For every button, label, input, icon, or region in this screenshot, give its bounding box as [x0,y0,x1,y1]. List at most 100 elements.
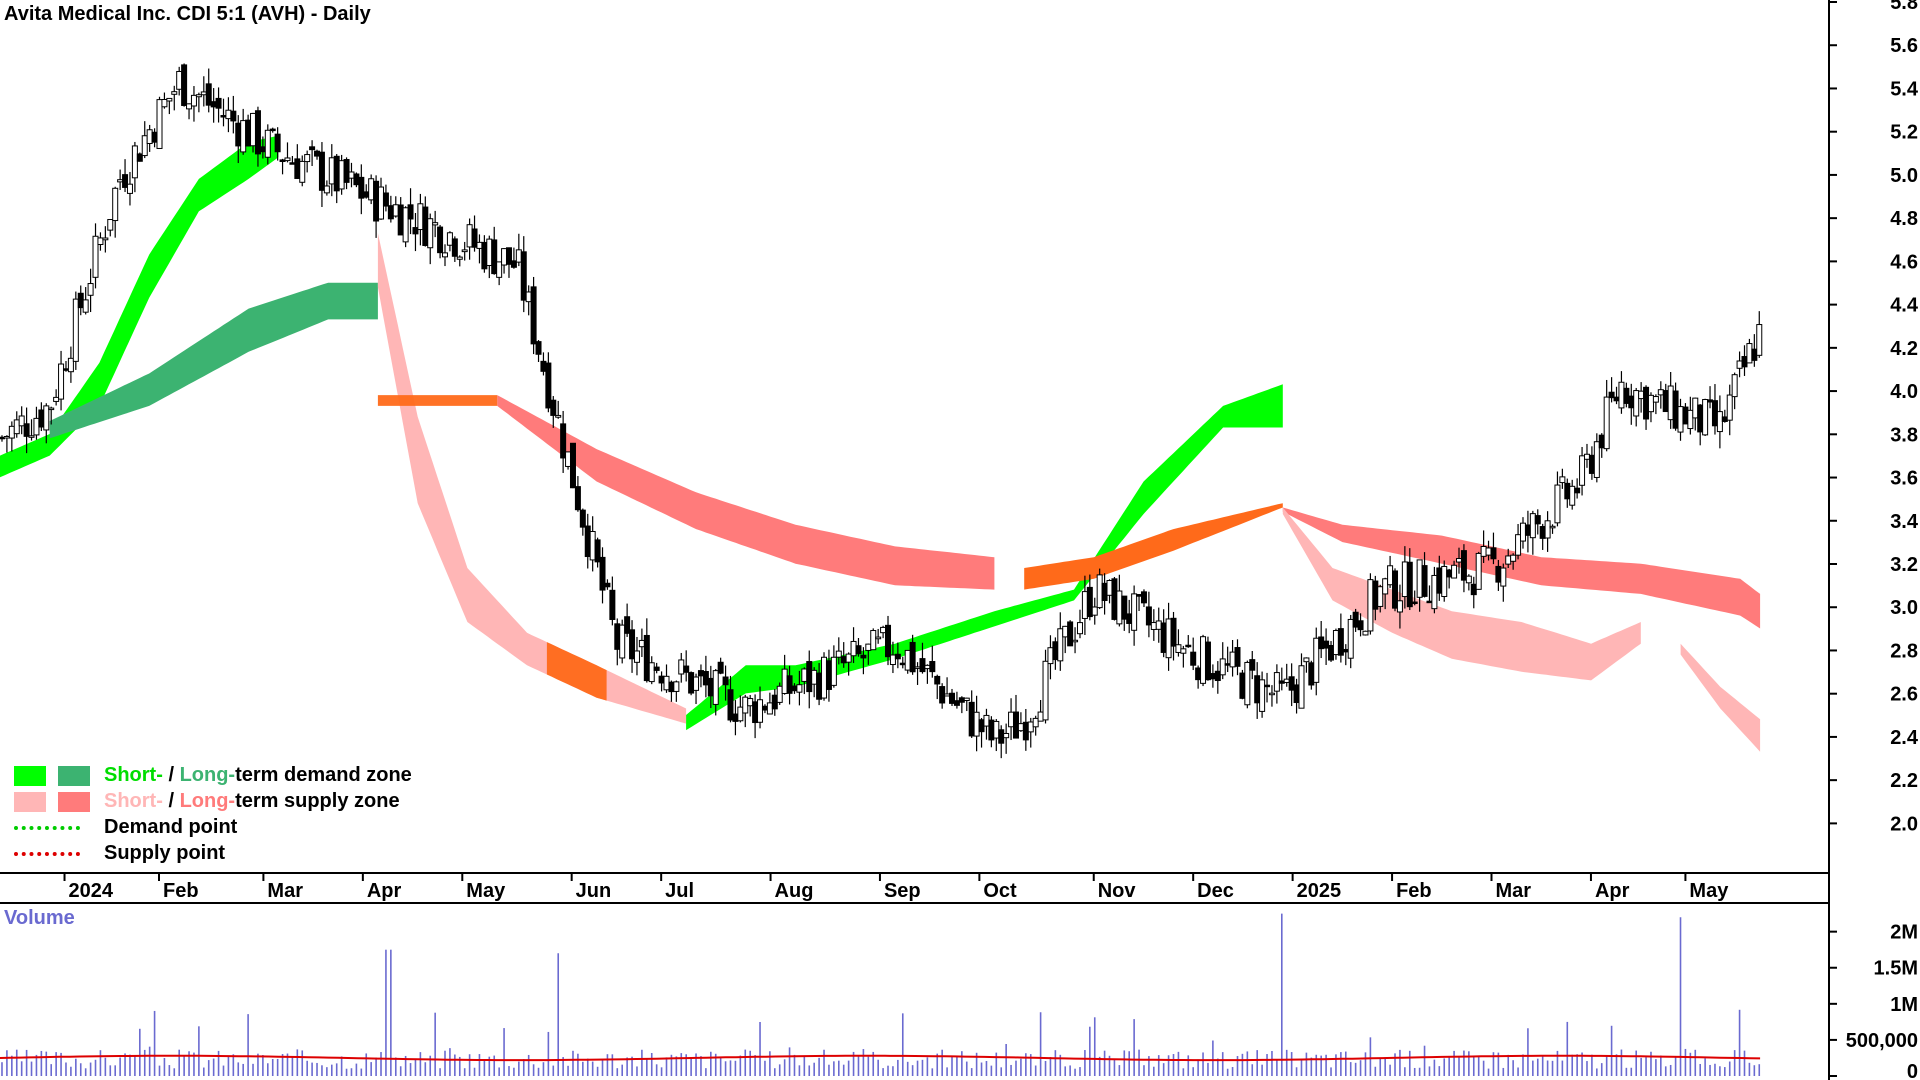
candle-body [855,645,862,655]
long-supply-swatch [58,792,90,812]
supply-point-swatch [14,852,80,856]
candle-body [1731,374,1738,398]
candle-body [1456,558,1463,563]
candle-body [451,238,458,257]
candle-body [1268,692,1275,696]
candle-body [496,261,503,278]
candle-body [835,650,842,658]
candle-body [8,425,15,439]
candle-body [520,251,527,301]
candle-body [1470,583,1477,596]
candle-body [1682,406,1689,425]
candle-body [1042,660,1049,721]
candle-body [934,675,941,685]
candle-body [727,689,734,721]
candle-body [97,237,104,246]
candle-body [1012,711,1019,739]
candle-body [186,103,193,110]
candle-body [1229,651,1236,668]
candle-body [579,509,586,528]
candle-body [402,207,409,243]
candles-layer [0,63,1763,759]
candle-body [48,407,55,411]
candle-body [1234,647,1241,667]
candle-body [776,685,783,703]
candle-body [816,672,823,700]
candle-body [1342,648,1349,653]
transition-zone [377,395,498,406]
candle-body [688,672,695,694]
candle-body [23,423,30,437]
candle-body [899,662,906,666]
candle-body [1539,526,1546,539]
candle-body [1067,621,1074,647]
candle-body [151,131,158,143]
candle-body [1716,411,1723,433]
candle-body [584,525,591,558]
candle-body [378,186,385,220]
candle-body [87,283,94,296]
candle-body [619,624,626,659]
candle-body [614,623,621,650]
price-tick-label: 2.0 [1890,813,1918,835]
candle-body [643,634,650,682]
candle-body [963,697,970,702]
time-tick-label: Apr [1595,880,1630,902]
price-tick-label: 5.0 [1890,165,1918,187]
candle-body [1121,595,1128,620]
candle-body [530,286,537,345]
candle-body [983,714,990,727]
candle-body [437,226,444,254]
candle-body [176,70,183,90]
candle-body [1372,580,1379,610]
candle-body [791,685,798,692]
candle-body [1283,678,1290,683]
candle-body [33,417,40,436]
candle-body [702,671,709,686]
candle-body [373,180,380,222]
candle-body [82,299,89,313]
candle-body [289,162,296,165]
transition-zone [546,642,607,701]
candle-body [1726,394,1733,421]
candle-body [1495,565,1502,583]
candle-body [442,252,448,258]
candle-body [1313,637,1320,683]
short-demand-zone [0,135,279,478]
candle-body [929,661,936,673]
candle-body [1519,522,1526,542]
candle-body [156,99,163,149]
candle-body [604,582,611,588]
candle-body [894,653,901,660]
candle-body [1485,547,1492,556]
candle-body [190,94,197,107]
candle-body [136,153,143,162]
legend-long-word: Long- [179,764,236,786]
candle-body [840,656,847,664]
candle-body [569,442,576,489]
candle-body [1298,665,1305,709]
candle-body [1638,390,1645,400]
candle-body [663,675,670,691]
long-supply-zone [1282,507,1761,629]
candle-body [333,155,340,192]
time-axis: 2024 Feb Mar Apr May Jun Jul Aug Sep Oct Nov Dec 202… [63,873,1729,902]
candle-body [1746,343,1753,364]
candle-body [1500,567,1507,587]
candle-body [1647,394,1654,413]
candle-body [870,630,877,651]
candle-body [865,643,872,651]
candle-body [353,173,360,186]
candle-body [825,660,832,690]
candle-body [1126,613,1133,624]
candle-body [1303,657,1310,663]
candle-body [515,249,522,263]
candle-body [1446,569,1453,578]
candle-body [1195,667,1202,681]
time-tick-label: May [466,880,506,902]
candle-body [471,228,478,248]
candle-body [1490,547,1497,560]
candle-body [609,589,616,620]
candle-body [1406,561,1413,608]
candle-body [1652,396,1659,403]
